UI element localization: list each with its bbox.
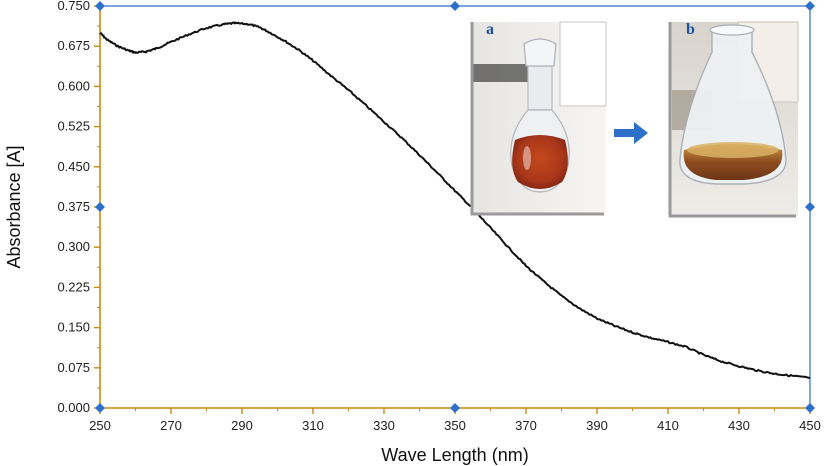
y-axis-title: Absorbance [A]: [4, 145, 24, 268]
x-ticks: 250 270 290 310 330 350 370 390 410 430 450: [89, 408, 821, 433]
y-tick-label: 0.750: [57, 0, 90, 13]
y-tick-label: 0.075: [57, 360, 90, 375]
inset-a-shelf: [472, 64, 532, 82]
y-tick-label: 0.525: [57, 119, 90, 134]
inset-a-border: [470, 22, 604, 216]
inset-a-flask-neck: [527, 59, 553, 111]
x-tick-label: 350: [444, 418, 466, 433]
x-tick-label: 310: [302, 418, 324, 433]
inset-b-surface: [687, 142, 779, 158]
y-ticks: 0.000 0.075 0.150 0.225 0.300 0.375 0.450 0.525…: [57, 0, 100, 415]
selection-handle[interactable]: [95, 403, 105, 413]
selection-handle[interactable]: [805, 202, 815, 212]
series-layer: [99, 21, 811, 379]
selection-handle[interactable]: [805, 403, 815, 413]
y-tick-label: 0.675: [57, 38, 90, 53]
inset-b-label: b: [686, 21, 695, 38]
x-tick-label: 290: [231, 418, 253, 433]
selection-handles: [95, 1, 815, 413]
inset-a-flask-stopper: [523, 38, 557, 67]
x-tick-label: 370: [515, 418, 537, 433]
y-tick-label: 0.375: [57, 199, 90, 214]
absorbance-series-line: [99, 21, 811, 379]
x-axis-title: Wave Length (nm): [381, 445, 528, 465]
y-tick-label: 0.000: [57, 400, 90, 415]
inset-a-highlight: [523, 146, 531, 170]
inset-photo-b: b: [668, 21, 799, 218]
y-tick-label: 0.300: [57, 239, 90, 254]
selection-handle[interactable]: [95, 1, 105, 11]
x-tick-label: 270: [160, 418, 182, 433]
selection-handle[interactable]: [95, 202, 105, 212]
x-tick-label: 430: [728, 418, 750, 433]
selection-handle[interactable]: [450, 1, 460, 11]
x-tick-label: 450: [799, 418, 821, 433]
selection-handle[interactable]: [805, 1, 815, 11]
x-tick-label: 330: [373, 418, 395, 433]
inset-a-label: a: [486, 21, 494, 38]
x-tick-label: 410: [657, 418, 679, 433]
x-tick-label: 390: [586, 418, 608, 433]
y-tick-label: 0.600: [57, 78, 90, 93]
y-tick-label: 0.225: [57, 279, 90, 294]
arrow-right-icon: [614, 122, 648, 144]
x-tick-label: 250: [89, 418, 111, 433]
inset-b-rim: [709, 24, 755, 36]
inset-a-solution: [512, 135, 568, 189]
y-tick-label: 0.450: [57, 159, 90, 174]
inset-b-border: [668, 22, 796, 218]
inset-photo-a: a: [470, 21, 607, 216]
selection-handle[interactable]: [450, 403, 460, 413]
y-tick-label: 0.150: [57, 320, 90, 335]
inset-a-window: [559, 21, 607, 107]
